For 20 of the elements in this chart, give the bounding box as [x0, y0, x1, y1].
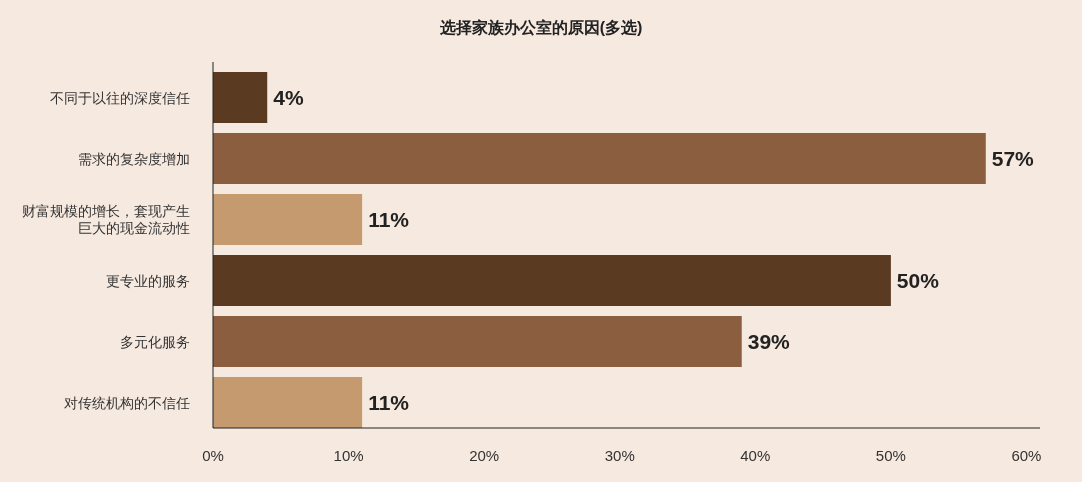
y-tick-label: 更专业的服务: [106, 273, 190, 289]
x-tick-label: 60%: [1011, 447, 1042, 464]
y-tick-label: 不同于以往的深度信任: [50, 90, 190, 106]
x-tick-label: 10%: [333, 447, 364, 464]
x-tick-label: 30%: [604, 447, 635, 464]
data-label: 57%: [991, 147, 1035, 170]
x-tick-label: 0%: [202, 447, 224, 464]
x-tick-label: 20%: [469, 447, 500, 464]
x-tick-label: 50%: [875, 447, 906, 464]
data-label: 39%: [747, 330, 791, 353]
data-label: 11%: [368, 391, 410, 414]
chart-title: 选择家族办公室的原因(多选): [438, 18, 643, 36]
data-label: 11%: [368, 208, 410, 231]
y-tick-label: 需求的复杂度增加: [78, 151, 190, 167]
data-label: 4%: [273, 86, 304, 109]
data-label: 50%: [896, 269, 940, 292]
y-tick-label: 对传统机构的不信任: [64, 395, 190, 411]
y-tick-label: 多元化服务: [120, 334, 190, 350]
y-tick-label: 财富规模的增长，套现产生巨大的现金流动性: [22, 204, 190, 236]
x-tick-label: 40%: [740, 447, 771, 464]
